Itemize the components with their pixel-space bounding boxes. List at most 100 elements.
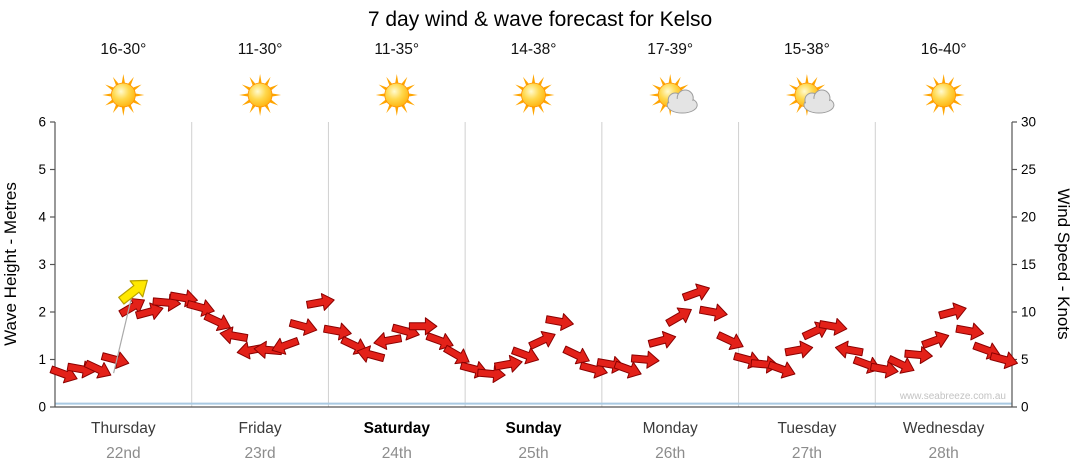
day-date-label: 23rd bbox=[245, 445, 276, 462]
sun-icon bbox=[102, 74, 145, 116]
day-temp-range: 17-39° bbox=[647, 41, 693, 58]
sun-cloud-icon bbox=[649, 74, 698, 116]
wind-arrow bbox=[938, 302, 967, 320]
wind-arrow bbox=[288, 318, 318, 336]
wind-arrows bbox=[49, 279, 1019, 384]
wind-arrow bbox=[767, 360, 796, 379]
sun-ray bbox=[785, 93, 797, 97]
y-left-tick-label: 4 bbox=[38, 210, 46, 225]
sun-ray bbox=[649, 93, 660, 97]
y-right-tick-label: 10 bbox=[1021, 305, 1036, 320]
wind-arrow bbox=[904, 346, 933, 365]
sun-core bbox=[931, 82, 957, 108]
day-temp-range: 11-35° bbox=[374, 41, 419, 58]
sun-icon bbox=[239, 74, 282, 116]
wind-arrow bbox=[955, 322, 985, 341]
wind-arrow bbox=[356, 345, 386, 363]
y-axis-left-label: Wave Height - Metres bbox=[1, 182, 20, 346]
sun-ray bbox=[407, 93, 418, 97]
wind-arrow bbox=[511, 346, 540, 365]
sun-core bbox=[247, 82, 273, 108]
day-name-label: Thursday bbox=[91, 420, 156, 437]
y-left-tick-label: 6 bbox=[38, 115, 46, 130]
gridlines bbox=[55, 122, 1012, 407]
wind-arrow bbox=[83, 359, 112, 379]
sun-ray bbox=[941, 74, 946, 85]
sun-ray bbox=[121, 105, 126, 116]
chart-title: 7 day wind & wave forecast for Kelso bbox=[368, 8, 712, 31]
day-date-label: 22nd bbox=[106, 445, 140, 462]
sun-ray bbox=[668, 74, 672, 85]
sun-ray bbox=[375, 93, 386, 97]
wind-arrow bbox=[373, 332, 403, 350]
sun-ray bbox=[922, 93, 933, 97]
y-left-tick-label: 1 bbox=[38, 352, 46, 367]
sun-ray bbox=[544, 93, 555, 97]
y-axis-right-label: Wind Speed - Knots bbox=[1054, 188, 1073, 339]
day-name-label: Monday bbox=[643, 420, 698, 437]
wind-arrow bbox=[118, 297, 145, 318]
y-left-tick-label: 5 bbox=[38, 162, 46, 177]
day-temp-range: 11-30° bbox=[238, 41, 283, 58]
wind-arrow bbox=[545, 313, 574, 331]
wind-arrow bbox=[135, 302, 164, 320]
sun-ray bbox=[395, 105, 399, 116]
wind-arrow bbox=[630, 350, 660, 369]
wind-arrow bbox=[887, 355, 915, 374]
sun-ray bbox=[134, 93, 145, 97]
wind-arrow bbox=[818, 317, 848, 336]
day-date-label: 26th bbox=[655, 445, 685, 462]
day-date-label: 27th bbox=[792, 445, 822, 462]
y-right-tick-label: 15 bbox=[1021, 257, 1036, 272]
weather-icons bbox=[102, 74, 965, 116]
sun-core bbox=[384, 82, 410, 108]
sun-ray bbox=[805, 74, 809, 85]
wind-arrow bbox=[203, 312, 231, 331]
cloud-icon bbox=[803, 89, 835, 114]
sun-ray bbox=[258, 74, 262, 85]
wind-arrow bbox=[100, 351, 130, 369]
sun-ray bbox=[531, 74, 536, 85]
wind-arrow bbox=[784, 340, 814, 359]
wind-arrow bbox=[681, 283, 710, 302]
wind-arrow bbox=[801, 321, 830, 341]
sun-ray bbox=[239, 93, 250, 97]
sun-core bbox=[110, 82, 136, 108]
wind-arrow bbox=[989, 351, 1019, 369]
watermark: www.seabreeze.com.au bbox=[899, 391, 1006, 402]
temperature-labels: 16-30° 11-30° 11-35° 14-38° 17-39° 15-38° 16-4… bbox=[100, 41, 966, 58]
y-right-tick-label: 20 bbox=[1021, 210, 1036, 225]
tick-labels: 0 1 2 3 4 5 6 0 5 10 15 20 25 30 bbox=[38, 115, 1036, 415]
wind-arrow bbox=[716, 331, 744, 350]
day-name-label: Sunday bbox=[506, 420, 562, 437]
day-temp-range: 16-40° bbox=[921, 41, 967, 58]
wind-arrow bbox=[613, 360, 642, 379]
day-name-label: Friday bbox=[239, 420, 282, 437]
sun-ray bbox=[102, 93, 113, 97]
highlight-wind-arrow bbox=[118, 279, 148, 305]
day-name-label: Saturday bbox=[364, 420, 431, 437]
wind-arrow bbox=[647, 331, 677, 349]
y-right-tick-label: 25 bbox=[1021, 162, 1036, 177]
sun-icon bbox=[922, 74, 965, 116]
wind-arrow bbox=[528, 331, 556, 350]
day-name-label: Tuesday bbox=[777, 420, 836, 437]
sun-icon bbox=[375, 74, 418, 116]
y-left-tick-label: 3 bbox=[38, 257, 46, 272]
sun-ray bbox=[531, 105, 536, 116]
y-right-tick-label: 0 bbox=[1021, 400, 1029, 415]
sun-ray bbox=[395, 74, 399, 85]
sun-cloud-icon bbox=[785, 74, 835, 116]
wind-arrow bbox=[869, 360, 899, 379]
sun-ray bbox=[941, 105, 946, 116]
wind-arrow bbox=[665, 307, 692, 327]
y-left-tick-label: 0 bbox=[38, 400, 46, 415]
sun-icon bbox=[512, 74, 555, 116]
day-labels: Thursday 22nd Friday 23rd Saturday 24th Sunday… bbox=[91, 420, 985, 462]
cloud-icon bbox=[666, 89, 698, 114]
y-right-tick-label: 30 bbox=[1021, 115, 1036, 130]
sun-ray bbox=[258, 105, 262, 116]
wind-arrow bbox=[408, 317, 438, 336]
